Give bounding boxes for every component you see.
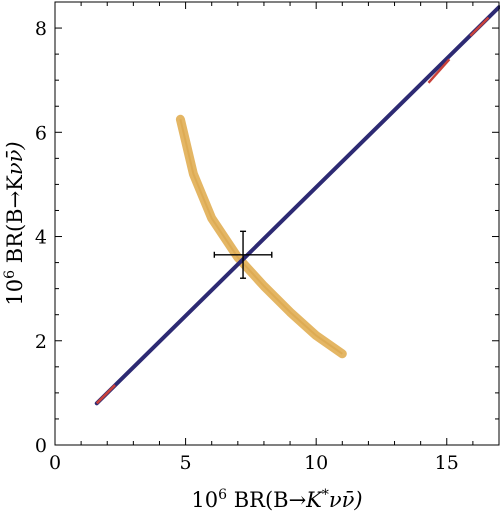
errorbar-0 (213, 230, 273, 279)
x-tick-label: 10 (304, 452, 328, 474)
data-layer (94, 5, 500, 406)
x-tick-label: 0 (49, 452, 61, 474)
y-tick-label: 0 (35, 435, 47, 457)
x-tick-label: 15 (435, 452, 459, 474)
red-segment-2 (469, 16, 490, 37)
axes (54, 1, 500, 446)
x-axis-title: 106 BR(B→K*νν̄) (191, 487, 362, 512)
linear-band-series (94, 5, 500, 406)
plot-frame (54, 1, 500, 446)
x-tick-label: 5 (180, 452, 192, 474)
y-tick-label: 6 (35, 122, 47, 144)
tick-labels: 0 5 10 15 0 2 4 6 8 (35, 18, 459, 474)
curved-band-series (175, 114, 347, 359)
y-tick-label: 4 (35, 227, 47, 249)
y-tick-label: 2 (35, 331, 47, 353)
red-segment-1 (427, 58, 451, 84)
y-tick-label: 8 (35, 18, 47, 40)
red-segment-0 (95, 384, 116, 405)
curved-band-core (179, 119, 343, 355)
y-axis-title: 106 BR(B→Kνν̄) (2, 141, 27, 305)
